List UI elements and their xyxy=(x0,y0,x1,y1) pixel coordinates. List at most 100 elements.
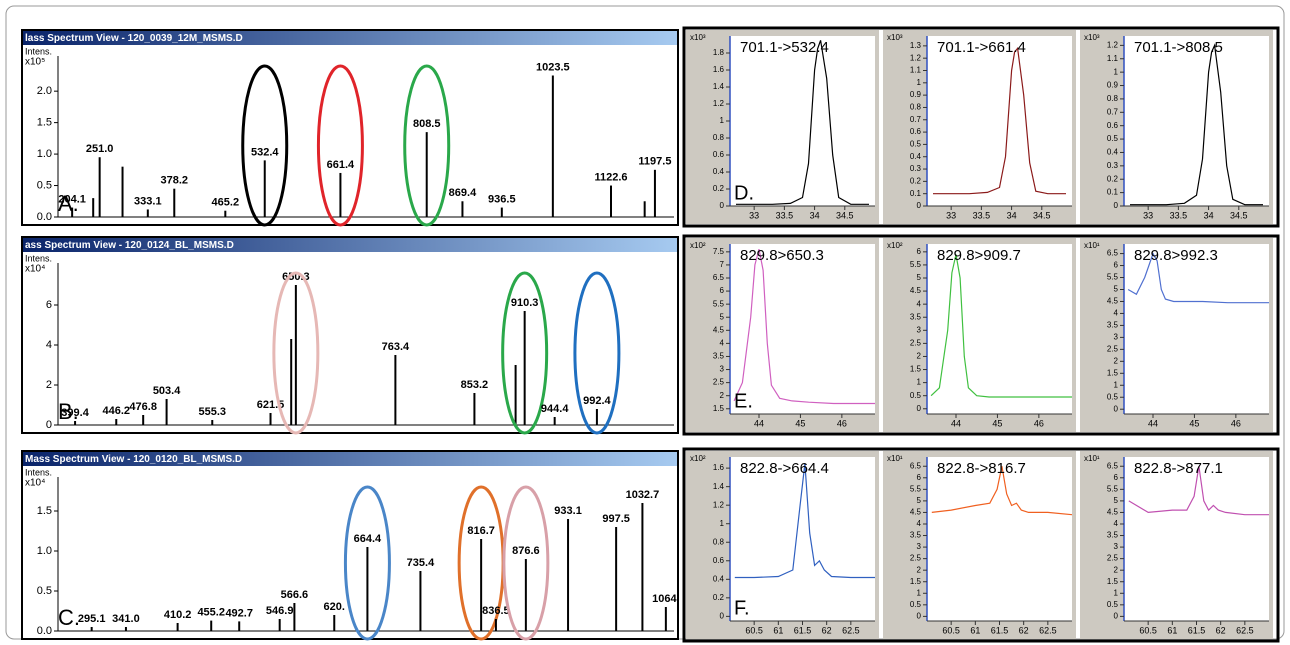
panel-label: D. xyxy=(734,182,754,204)
y-tick-label: 0.4 xyxy=(1107,148,1119,157)
y-tick-label: 0.3 xyxy=(910,164,922,173)
y-tick-label: 3.5 xyxy=(1107,531,1119,540)
peak-label: 836.5 xyxy=(482,605,510,617)
y-tick-label: 0.8 xyxy=(713,537,725,546)
panel-title: lass Spectrum View - 120_0039_12M_MSMS.D xyxy=(25,33,243,44)
y-tick-label: 0.1 xyxy=(910,189,922,198)
y-tick-label: 0.8 xyxy=(910,103,922,112)
y-tick-label: 4.5 xyxy=(1107,508,1119,517)
y-tick-label: 0.6 xyxy=(1107,121,1119,130)
y-multiplier: x10⁵ xyxy=(25,57,45,68)
y-tick-label: 0.4 xyxy=(713,167,725,176)
y-tick-label: 0.5 xyxy=(910,391,922,400)
trace xyxy=(931,466,1073,516)
x-tick-label: 60.5 xyxy=(745,625,763,635)
y-tick-label: 0.2 xyxy=(713,184,725,193)
panel-background xyxy=(21,29,679,226)
peak-label: 763.4 xyxy=(382,341,410,353)
trace xyxy=(1130,43,1263,206)
peak-label: 1122.6 xyxy=(594,171,627,183)
y-multiplier: x10³ xyxy=(690,33,706,42)
y-tick-label: 1.6 xyxy=(713,463,725,472)
y-tick-label: 2 xyxy=(917,565,922,574)
y-tick-label: 1 xyxy=(917,588,922,597)
y-tick-label: 5 xyxy=(917,273,922,282)
trace-title: 822.8->877.1 xyxy=(1134,460,1223,477)
y-tick-label: 0.9 xyxy=(910,90,922,99)
peak-label: 476.8 xyxy=(129,401,157,413)
y-tick-label: 1 xyxy=(1114,67,1119,76)
x-tick-label: 62.5 xyxy=(842,625,860,635)
panel-label: F. xyxy=(734,597,750,619)
y-tick-label: 1.5 xyxy=(37,117,52,129)
y-tick-label: 0.2 xyxy=(1107,174,1119,183)
x-tick-label: 46 xyxy=(837,418,847,428)
peak-label: 295.1 xyxy=(78,613,106,625)
y-tick-label: 1.4 xyxy=(713,82,725,91)
y-tick-label: 4 xyxy=(720,338,725,347)
y-multiplier: x10³ xyxy=(887,33,903,42)
x-tick-label: 34 xyxy=(810,210,820,220)
x-tick-label: 46 xyxy=(1231,418,1241,428)
y-tick-label: 6 xyxy=(917,247,922,256)
y-tick-label: 0.4 xyxy=(713,574,725,583)
peak-label: 1064. xyxy=(652,593,680,605)
y-tick-label: 7 xyxy=(720,260,725,269)
y-tick-label: 5.5 xyxy=(1107,273,1119,282)
y-tick-label: 5 xyxy=(1114,496,1119,505)
y-axis-label: Intens. xyxy=(25,46,52,56)
y-tick-label: 5.5 xyxy=(910,484,922,493)
y-tick-label: 6 xyxy=(46,299,52,311)
x-tick-label: 46 xyxy=(1034,418,1044,428)
peak-label: 492.7 xyxy=(225,607,253,619)
y-tick-label: 0 xyxy=(917,201,922,210)
y-tick-label: 3.5 xyxy=(713,352,725,361)
y-tick-label: 5 xyxy=(1114,285,1119,294)
plot-area xyxy=(927,244,1072,414)
y-tick-label: 6 xyxy=(1114,473,1119,482)
row-frame xyxy=(682,26,1280,228)
peak-label: 503.4 xyxy=(153,385,181,397)
y-tick-label: 1 xyxy=(720,116,725,125)
x-tick-label: 61.5 xyxy=(794,625,812,635)
peak-label: 566.6 xyxy=(281,589,309,601)
y-tick-label: 1.5 xyxy=(37,505,52,517)
y-tick-label: 2.5 xyxy=(1107,554,1119,563)
y-tick-label: 3 xyxy=(917,325,922,334)
peak-label: 1197.5 xyxy=(638,156,671,168)
highlight-ellipse xyxy=(316,64,364,227)
y-multiplier: x10² xyxy=(690,241,706,250)
y-tick-label: 0 xyxy=(46,419,52,431)
plot-area xyxy=(730,36,875,206)
peak-label: 808.5 xyxy=(413,118,441,130)
x-tick-label: 61 xyxy=(1167,625,1177,635)
title-bar xyxy=(23,31,677,45)
y-tick-label: 0 xyxy=(1114,404,1119,413)
peak-label: 465.2 xyxy=(212,197,240,209)
y-tick-label: 3 xyxy=(720,365,725,374)
y-tick-label: 1.0 xyxy=(37,148,52,160)
x-tick-label: 33 xyxy=(946,210,956,220)
x-tick-label: 34 xyxy=(1007,210,1017,220)
y-multiplier: x10⁴ xyxy=(25,264,45,275)
panel-title: ass Spectrum View - 120_0124_BL_MSMS.D xyxy=(25,240,234,251)
x-tick-label: 33 xyxy=(1143,210,1153,220)
y-tick-label: 4 xyxy=(917,519,922,528)
peak-label: 869.4 xyxy=(449,187,477,199)
y-tick-label: 1.3 xyxy=(910,41,922,50)
x-tick-label: 44 xyxy=(754,418,764,428)
highlight-ellipse xyxy=(241,64,289,227)
trace xyxy=(733,249,875,405)
x-tick-label: 45 xyxy=(795,418,805,428)
y-tick-label: 1.4 xyxy=(713,482,725,491)
peak-label: 1032.7 xyxy=(626,489,660,501)
y-tick-label: 1.6 xyxy=(713,65,725,74)
x-tick-label: 62.5 xyxy=(1236,625,1254,635)
y-tick-label: 7.5 xyxy=(713,247,725,256)
y-tick-label: 2.5 xyxy=(910,554,922,563)
x-tick-label: 61 xyxy=(773,625,783,635)
y-tick-label: 0 xyxy=(917,404,922,413)
y-tick-label: 1.5 xyxy=(1107,368,1119,377)
peak-label: 735.4 xyxy=(407,557,435,569)
